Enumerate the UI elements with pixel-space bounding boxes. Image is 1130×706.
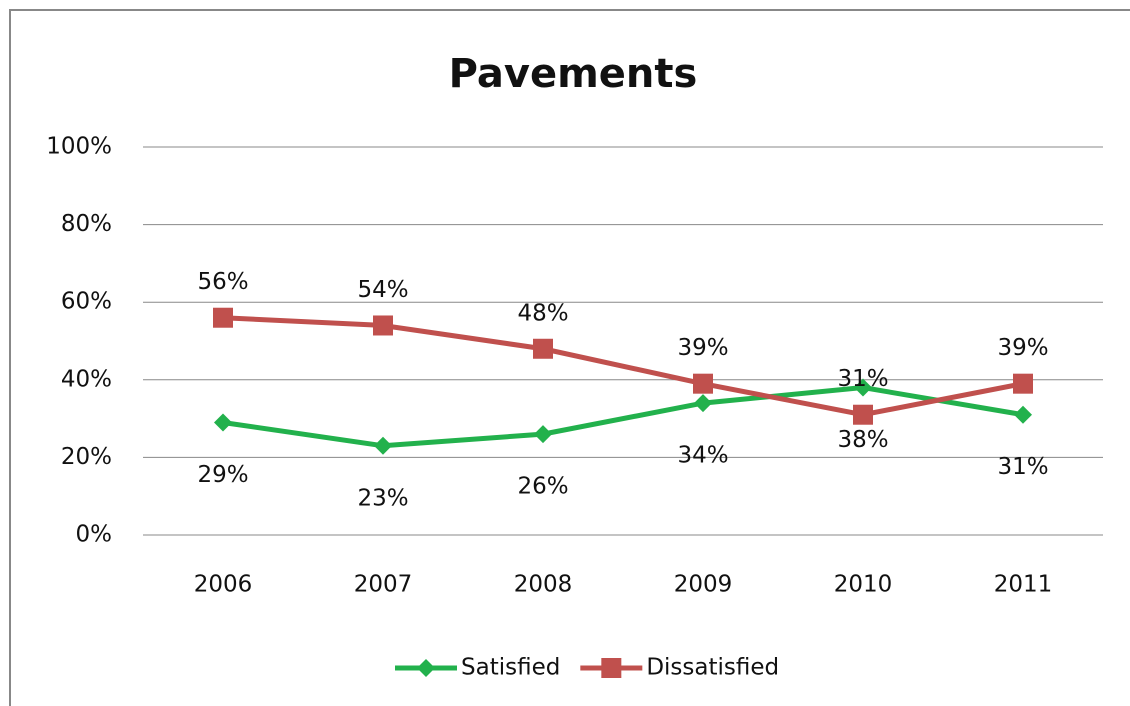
series-line: [222, 385, 1024, 449]
data-point: [373, 315, 393, 336]
data-point: [693, 373, 713, 394]
data-point: [534, 425, 552, 444]
data-label: 29%: [197, 462, 248, 488]
y-tick-label: 20%: [61, 444, 112, 470]
data-point: [853, 404, 873, 425]
data-point: [1013, 373, 1033, 394]
data-point: [694, 394, 712, 413]
x-tick-label: 2011: [994, 572, 1053, 598]
data-point: [1014, 405, 1032, 424]
data-label: 31%: [997, 454, 1048, 480]
y-tick-label: 80%: [61, 211, 112, 237]
x-tick-label: 2010: [834, 572, 893, 598]
x-tick-label: 2007: [354, 572, 413, 598]
data-label: 39%: [677, 335, 728, 361]
x-tick-label: 2006: [194, 572, 253, 598]
data-label: 56%: [197, 269, 248, 295]
y-tick-label: 0%: [76, 522, 113, 548]
data-point: [214, 413, 232, 432]
data-point: [374, 436, 392, 455]
legend-marker: [417, 659, 435, 677]
data-label: 54%: [357, 277, 408, 303]
data-label: 48%: [517, 300, 568, 326]
data-point: [213, 307, 233, 328]
x-tick-label: 2009: [674, 572, 733, 598]
data-label: 39%: [997, 335, 1048, 361]
data-point: [533, 338, 553, 359]
y-tick-label: 100%: [46, 134, 112, 160]
data-label: 34%: [677, 443, 728, 469]
series-line: [222, 315, 1024, 418]
legend-marker: [601, 658, 622, 678]
data-label: 38%: [837, 427, 888, 453]
data-label: 23%: [357, 485, 408, 511]
y-tick-label: 40%: [61, 366, 112, 392]
legend-label: Satisfied: [461, 655, 560, 681]
data-label: 26%: [517, 474, 568, 500]
x-tick-label: 2008: [514, 572, 573, 598]
chart-frame: [9, 9, 1130, 706]
data-point: [854, 378, 872, 397]
chart-title: Pavements: [449, 51, 698, 97]
data-label: 31%: [837, 366, 888, 392]
y-tick-label: 60%: [61, 289, 112, 315]
legend-label: Dissatisfied: [646, 655, 779, 681]
